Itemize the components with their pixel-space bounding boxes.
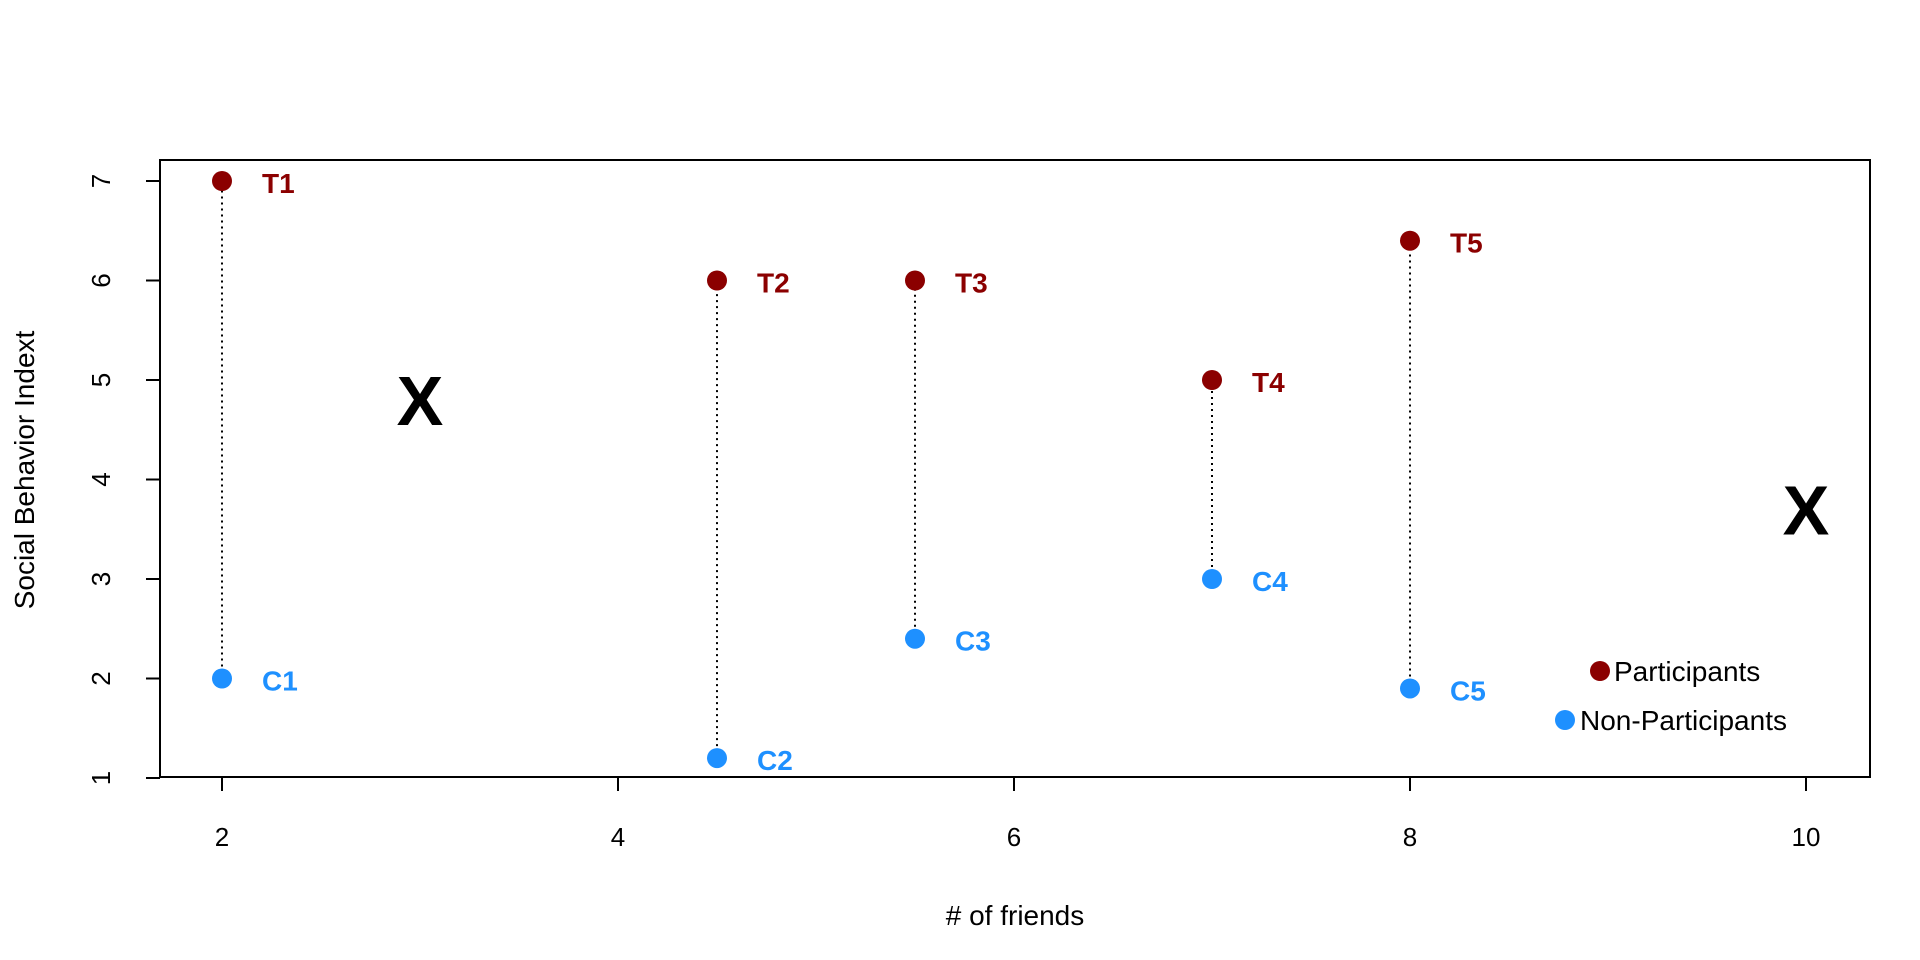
legend-swatch-1 bbox=[1555, 710, 1575, 730]
mean-markers: XX bbox=[397, 362, 1830, 549]
data-point-t4 bbox=[1202, 370, 1222, 390]
legend-swatch-0 bbox=[1590, 661, 1610, 681]
x-tick-label-0: 2 bbox=[215, 822, 229, 852]
data-point-t5 bbox=[1400, 230, 1420, 251]
mean-marker-1: X bbox=[1783, 471, 1830, 549]
x-tick-label-1: 4 bbox=[611, 822, 625, 852]
data-point-c1 bbox=[212, 668, 232, 689]
data-points bbox=[212, 171, 1420, 769]
point-labels: T1 T2 T3 T4 T5 C1 C2 C3 C4 C5 bbox=[262, 168, 1486, 776]
y-tick-label-1: 2 bbox=[86, 671, 116, 685]
point-label-t3: T3 bbox=[955, 268, 988, 299]
x-tick-label-2: 6 bbox=[1007, 822, 1021, 852]
legend-label-1: Non-Participants bbox=[1580, 705, 1787, 736]
x-axis: 2 4 6 8 10 bbox=[215, 776, 1821, 852]
data-point-t1 bbox=[212, 171, 232, 191]
y-tick-label-2: 3 bbox=[86, 572, 116, 586]
point-label-t4: T4 bbox=[1252, 367, 1285, 398]
y-tick-label-3: 4 bbox=[86, 472, 116, 486]
y-tick-label-4: 5 bbox=[86, 373, 116, 387]
x-tick-label-3: 8 bbox=[1403, 822, 1417, 852]
point-label-t1: T1 bbox=[262, 168, 295, 199]
data-point-t2 bbox=[707, 270, 727, 291]
point-label-c2: C2 bbox=[757, 745, 793, 776]
y-axis: 1 2 3 4 5 6 7 bbox=[86, 174, 161, 785]
y-tick-label-6: 7 bbox=[86, 174, 116, 188]
x-tick-label-4: 10 bbox=[1792, 822, 1821, 852]
point-label-c5: C5 bbox=[1450, 675, 1486, 706]
data-point-c3 bbox=[905, 628, 925, 649]
y-tick-label-0: 1 bbox=[86, 771, 116, 785]
point-label-t2: T2 bbox=[757, 268, 790, 299]
data-point-c5 bbox=[1400, 678, 1420, 699]
data-point-t3 bbox=[905, 270, 925, 291]
y-tick-label-5: 6 bbox=[86, 273, 116, 287]
x-axis-title: # of friends bbox=[946, 900, 1085, 931]
legend-label-0: Participants bbox=[1614, 656, 1760, 687]
point-label-t5: T5 bbox=[1450, 228, 1483, 259]
point-label-c4: C4 bbox=[1252, 566, 1288, 597]
mean-marker-0: X bbox=[397, 362, 444, 440]
data-point-c2 bbox=[707, 748, 727, 769]
point-label-c3: C3 bbox=[955, 626, 991, 657]
data-point-c4 bbox=[1202, 569, 1222, 589]
connector-lines bbox=[221, 181, 1411, 759]
point-label-c1: C1 bbox=[262, 666, 298, 697]
legend: Participants Non-Participants bbox=[1555, 656, 1787, 736]
y-axis-title: Social Behavior Indext bbox=[9, 330, 40, 609]
